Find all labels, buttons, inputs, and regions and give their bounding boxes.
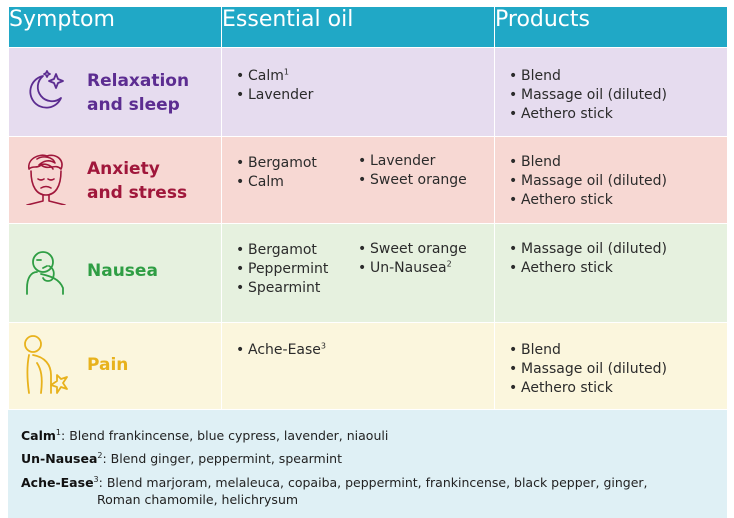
list-item: Aethero stick [507, 259, 667, 278]
list-item: Massage oil (diluted) [507, 360, 667, 379]
footnotes-panel: Calm1: Blend frankincense, blue cypress,… [8, 410, 727, 518]
list-item: Ache-Ease3 [234, 341, 326, 360]
symptom-cell: Nausea [8, 223, 222, 323]
symptom-cell: Relaxation and sleep [8, 47, 222, 137]
symptom-cell: Pain [8, 322, 222, 410]
footnote-ache-ease: Ache-Ease3: Blend marjoram, melaleuca, c… [21, 474, 648, 490]
oil-cell: Bergamot Calm Lavender Sweet orange [221, 136, 495, 224]
list-item: Massage oil (diluted) [507, 172, 667, 191]
list-item: Sweet orange [356, 240, 467, 259]
moon-stars-icon [23, 68, 69, 114]
symptom-title: Pain [87, 353, 128, 377]
symptom-title-line: Relaxation [87, 71, 190, 91]
symptom-cell: Anxiety and stress [8, 136, 222, 224]
list-item: Bergamot [234, 241, 328, 260]
product-list: Blend Massage oil (diluted) Aethero stic… [507, 153, 667, 210]
table-header-row: Symptom Essential oil Products [8, 6, 728, 48]
list-item: Calm [234, 173, 317, 192]
symptom-title-line: Nausea [87, 261, 158, 281]
table-row-nausea: Nausea Bergamot Peppermint Spearmint Swe… [8, 223, 728, 323]
table-row-anxiety: Anxiety and stress Bergamot Calm Lavende… [8, 136, 728, 224]
footnote-un-nausea: Un-Nausea2: Blend ginger, peppermint, sp… [21, 450, 342, 466]
list-item: Aethero stick [507, 191, 667, 210]
oil-list: Lavender Sweet orange [356, 152, 467, 190]
list-item: Massage oil (diluted) [507, 86, 667, 105]
oil-list: Calm1 Lavender [234, 67, 313, 105]
list-item: Lavender [234, 86, 313, 105]
list-item: Blend [507, 341, 667, 360]
product-list: Blend Massage oil (diluted) Aethero stic… [507, 67, 667, 124]
symptom-title: Anxiety and stress [87, 157, 187, 205]
list-item: Peppermint [234, 260, 328, 279]
back-pain-icon [23, 335, 69, 394]
product-list: Massage oil (diluted) Aethero stick [507, 240, 667, 278]
list-item: Blend [507, 153, 667, 172]
table-row-relaxation: Relaxation and sleep Calm1 Lavender Blen… [8, 47, 728, 137]
products-cell: Massage oil (diluted) Aethero stick [494, 223, 728, 323]
products-cell: Blend Massage oil (diluted) Aethero stic… [494, 136, 728, 224]
list-item: Lavender [356, 152, 467, 171]
footnote-calm: Calm1: Blend frankincense, blue cypress,… [21, 427, 389, 443]
symptom-title: Relaxation and sleep [87, 69, 189, 117]
header-products: Products [494, 6, 728, 48]
oil-list: Ache-Ease3 [234, 341, 326, 360]
products-cell: Blend Massage oil (diluted) Aethero stic… [494, 322, 728, 410]
list-item: Spearmint [234, 279, 328, 298]
list-item: Aethero stick [507, 105, 667, 124]
footnote-ache-ease-continued: Roman chamomile, helichrysum [97, 492, 299, 507]
list-item: Sweet orange [356, 171, 467, 190]
list-item: Bergamot [234, 154, 317, 173]
symptom-title-line: Anxiety [87, 159, 160, 179]
symptom-title-line: Pain [87, 355, 129, 375]
symptom-table-container: Symptom Essential oil Products Relaxatio… [8, 6, 728, 518]
list-item: Calm1 [234, 67, 313, 86]
oil-cell: Ache-Ease3 [221, 322, 495, 410]
header-symptom: Symptom [8, 6, 222, 48]
list-item: Aethero stick [507, 379, 667, 398]
list-item: Un-Nausea2 [356, 259, 467, 278]
stressed-face-icon [23, 153, 69, 206]
oil-cell: Calm1 Lavender [221, 47, 495, 137]
product-list: Blend Massage oil (diluted) Aethero stic… [507, 341, 667, 398]
nauseous-person-icon [23, 248, 69, 295]
symptom-title-line: and sleep [87, 95, 180, 115]
table-row-pain: Pain Ache-Ease3 Blend Massage oil (dilut… [8, 322, 728, 410]
symptom-table: Symptom Essential oil Products Relaxatio… [8, 6, 728, 410]
oil-list: Sweet orange Un-Nausea2 [356, 240, 467, 278]
header-essential-oil: Essential oil [221, 6, 495, 48]
list-item: Massage oil (diluted) [507, 240, 667, 259]
oil-cell: Bergamot Peppermint Spearmint Sweet oran… [221, 223, 495, 323]
symptom-title: Nausea [87, 259, 158, 283]
products-cell: Blend Massage oil (diluted) Aethero stic… [494, 47, 728, 137]
oil-list: Bergamot Calm [234, 154, 317, 192]
list-item: Blend [507, 67, 667, 86]
symptom-title-line: and stress [87, 183, 188, 203]
oil-list: Bergamot Peppermint Spearmint [234, 241, 328, 298]
